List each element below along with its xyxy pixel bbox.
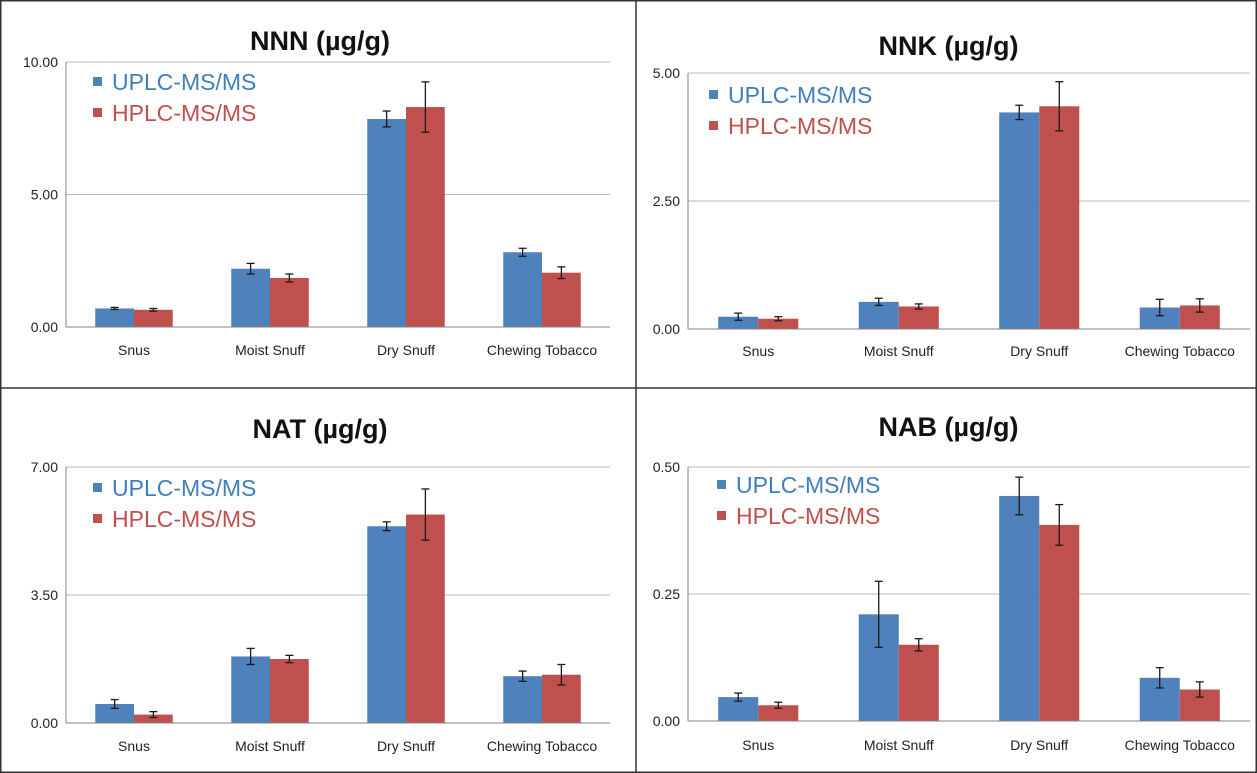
chart-panel: NAB (µg/g) 0.00 0.25 0.50 Snus Moist Snuff Dry… <box>653 412 1250 753</box>
y-tick-label: 5.00 <box>31 187 58 203</box>
bar-hplc <box>758 705 799 721</box>
bar-hplc <box>270 277 309 327</box>
legend-swatch <box>709 121 718 130</box>
bar-uplc <box>503 676 542 723</box>
bar-hplc <box>270 659 309 723</box>
bar-uplc <box>95 308 134 327</box>
y-tick-label: 0.25 <box>653 586 680 602</box>
category-label: Snus <box>118 738 150 754</box>
category-label: Moist Snuff <box>235 342 305 358</box>
bar-hplc <box>406 107 445 327</box>
bar-uplc <box>231 268 270 327</box>
bar-hplc <box>898 644 939 721</box>
y-tick-label: 0.00 <box>31 319 58 335</box>
category-label: Dry Snuff <box>377 342 435 358</box>
bar-hplc <box>134 309 173 327</box>
category-label: Chewing Tobacco <box>487 738 597 754</box>
legend-swatch <box>93 514 102 523</box>
y-tick-label: 0.00 <box>31 715 58 731</box>
legend-swatch <box>709 90 718 99</box>
legend-swatch <box>93 108 102 117</box>
y-tick-label: 2.50 <box>653 193 680 209</box>
chart-title: NAT (µg/g) <box>252 414 387 444</box>
y-tick-label: 7.00 <box>31 459 58 475</box>
bar-uplc <box>858 301 899 329</box>
y-tick-label: 0.00 <box>653 321 680 337</box>
legend-swatch <box>93 483 102 492</box>
legend-label: UPLC-MS/MS <box>112 69 256 95</box>
y-tick-label: 0.00 <box>653 713 680 729</box>
bar-hplc <box>406 514 445 723</box>
bar-hplc <box>898 306 939 329</box>
legend-label: HPLC-MS/MS <box>112 506 256 532</box>
legend-label: HPLC-MS/MS <box>112 100 256 126</box>
category-label: Moist Snuff <box>864 737 934 753</box>
category-label: Chewing Tobacco <box>1125 343 1235 359</box>
category-label: Snus <box>742 343 774 359</box>
bar-uplc <box>718 316 759 329</box>
bar-uplc <box>718 697 759 721</box>
legend-label: UPLC-MS/MS <box>728 82 872 108</box>
category-label: Snus <box>118 342 150 358</box>
y-tick-label: 5.00 <box>653 65 680 81</box>
chart-title: NAB (µg/g) <box>878 412 1018 442</box>
legend-label: UPLC-MS/MS <box>112 475 256 501</box>
y-tick-label: 10.00 <box>23 54 58 70</box>
category-label: Snus <box>742 737 774 753</box>
category-label: Dry Snuff <box>1010 737 1068 753</box>
legend-swatch <box>717 511 726 520</box>
category-label: Chewing Tobacco <box>487 342 597 358</box>
bar-uplc <box>367 118 406 327</box>
legend-label: UPLC-MS/MS <box>736 472 880 498</box>
chart-panel: NNK (µg/g) 0.00 2.50 5.00 Snus Moist Snuff Dry… <box>653 31 1250 359</box>
legend-swatch <box>93 77 102 86</box>
chart-panel: NNN (µg/g) 0.00 5.00 10.00 Snus Moist Snuff Dr… <box>23 26 610 358</box>
legend-swatch <box>717 480 726 489</box>
bar-uplc <box>999 112 1040 329</box>
chart-title: NNN (µg/g) <box>250 26 390 56</box>
category-label: Moist Snuff <box>864 343 934 359</box>
chart-title: NNK (µg/g) <box>878 31 1018 61</box>
category-label: Dry Snuff <box>377 738 435 754</box>
legend-label: HPLC-MS/MS <box>728 113 872 139</box>
bar-uplc <box>1139 307 1180 329</box>
y-tick-label: 0.50 <box>653 459 680 475</box>
legend-label: HPLC-MS/MS <box>736 503 880 529</box>
bar-hplc <box>542 272 581 327</box>
bar-uplc <box>999 495 1040 721</box>
bar-hplc <box>1039 106 1080 329</box>
bar-hplc <box>1039 524 1080 721</box>
bar-uplc <box>95 703 134 723</box>
bar-hplc <box>1179 305 1220 329</box>
category-label: Dry Snuff <box>1010 343 1068 359</box>
bar-uplc <box>503 252 542 327</box>
category-label: Moist Snuff <box>235 738 305 754</box>
chart-panel: NAT (µg/g) 0.00 3.50 7.00 Snus Moist Snuff Dry… <box>31 414 610 754</box>
bar-hplc <box>758 318 799 329</box>
bar-hplc <box>134 714 173 723</box>
y-tick-label: 3.50 <box>31 587 58 603</box>
bar-uplc <box>231 656 270 723</box>
bar-uplc <box>367 526 406 723</box>
category-label: Chewing Tobacco <box>1125 737 1235 753</box>
